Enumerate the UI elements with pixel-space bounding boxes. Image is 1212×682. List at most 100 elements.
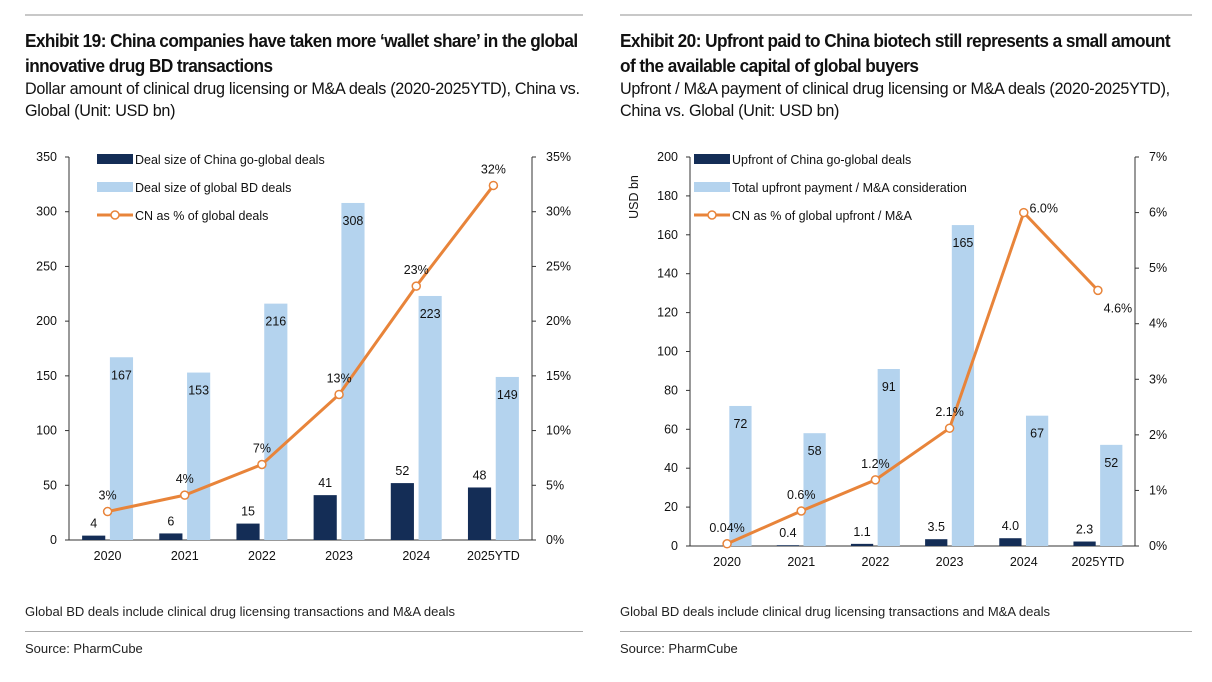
y2-tick-label: 0% [1149,539,1167,553]
bar-label: 67 [1030,427,1044,441]
y-tick-label: 120 [657,306,678,320]
bar-global [109,357,134,540]
bar-china [159,533,183,540]
y2-tick-label: 15% [546,369,571,383]
bar-label: 308 [343,214,364,228]
line-point [1019,207,1029,218]
bar-china [1073,541,1096,546]
line-label: 1.2% [861,457,890,471]
top-rule [25,14,583,16]
bar-china [776,545,800,546]
bar-global [1100,444,1123,546]
legend-swatch [97,154,133,164]
bar-china [925,539,948,546]
bar-global [341,202,365,540]
source: Source: PharmCube [25,641,143,656]
line-point [488,180,499,191]
chart-exhibit-20: 0 20 40 60 80 100 120 140 160 180 200 0% 1% 2% 3% 4% 5% 6… [627,150,1167,569]
chart-title: Exhibit 19: China companies have taken m… [25,30,578,76]
line-series [726,209,1100,546]
bar-label: 149 [497,388,518,402]
footnote: Global BD deals include clinical drug li… [620,604,1050,619]
y-tick-label: 60 [664,422,678,436]
bar-china [236,523,260,540]
exhibit-20-panel: Exhibit 20: Upfront paid to China biotec… [620,0,1192,682]
line-label: 23% [404,263,429,277]
divider [25,631,583,632]
y2-tick-label: 10% [546,424,571,438]
bar-label: 153 [188,384,209,398]
bar-label: 2.3 [1076,523,1093,537]
legend-label: Total upfront payment / M&A consideratio… [732,181,967,195]
bar-label: 48 [473,468,487,482]
y2-tick-label: 35% [546,150,571,164]
line-label: 3% [99,489,117,503]
line-label: 32% [481,162,506,176]
bar-label: 165 [953,236,974,250]
line-label: 4.6% [1104,301,1133,315]
x-tick-label: 2020 [713,555,741,569]
line-point [334,389,344,400]
x-tick-label: 2024 [402,549,430,563]
bar-label: 6 [167,514,174,528]
y2-tick-label: 2% [1149,428,1167,442]
y-tick-label: 150 [36,369,57,383]
bar-label: 4.0 [1002,519,1019,533]
line-point [102,506,113,517]
exhibit-19-panel: Exhibit 19: China companies have taken m… [25,0,595,682]
bar-global [264,303,288,540]
x-tick-label: 2020 [94,549,122,563]
y2-tick-label: 25% [546,259,571,273]
line-point [944,423,955,433]
y2-tick-label: 6% [1149,206,1167,220]
line-series [107,184,495,514]
bar-label: 0.4 [779,526,796,540]
line-label: 6.0% [1030,202,1059,216]
y-tick-label: 100 [657,345,678,359]
y2-tick-label: 4% [1149,317,1167,331]
x-tick-label: 2022 [862,555,890,569]
legend-marker [110,210,120,220]
y-tick-label: 300 [36,205,57,219]
chart-subtitle: Upfront / M&A payment of clinical drug l… [620,79,1170,120]
bar-china [467,487,492,540]
line-label: 0.04% [709,521,744,535]
bar-label: 4 [90,517,97,531]
line-point [257,459,267,470]
bar-china [313,495,337,540]
legend-swatch [694,182,730,192]
bar-label: 52 [395,464,409,478]
legend-label: CN as % of global deals [135,209,268,223]
y-axis-label: USD bn [627,175,641,219]
line-label: 0.6% [787,488,816,502]
y2-tick-label: 5% [546,478,564,492]
x-tick-label: 2022 [248,549,276,563]
line-label: 13% [327,371,352,385]
divider [620,631,1192,632]
x-tick-label: 2025YTD [467,549,520,563]
y-tick-label: 100 [36,424,57,438]
legend-label: Upfront of China go-global deals [732,153,911,167]
footnote: Global BD deals include clinical drug li… [25,604,455,619]
y-tick-label: 350 [36,150,57,164]
chart-exhibit-19: 0 50 100 150 200 250 300 350 0% 5% 10% 15% 20% 25% 30%… [36,150,571,563]
legend-marker [707,210,717,220]
legend-label: Deal size of China go-global deals [135,153,325,167]
bar-global [187,372,211,540]
source: Source: PharmCube [620,641,738,656]
bar-global [495,376,519,540]
x-tick-label: 2025YTD [1072,555,1125,569]
bar-china [390,483,414,540]
bar-global [877,369,900,546]
bar-global [803,433,826,546]
bar-china [82,535,106,540]
line-point [796,506,806,516]
line-point [411,281,421,291]
bar-global [1025,415,1049,546]
chart-title: Exhibit 20: Upfront paid to China biotec… [620,30,1171,76]
bar-label: 1.1 [853,525,870,539]
line-point [180,490,190,500]
bar-label: 167 [111,368,132,382]
bar-label: 72 [733,417,747,431]
y-tick-label: 50 [43,478,57,492]
